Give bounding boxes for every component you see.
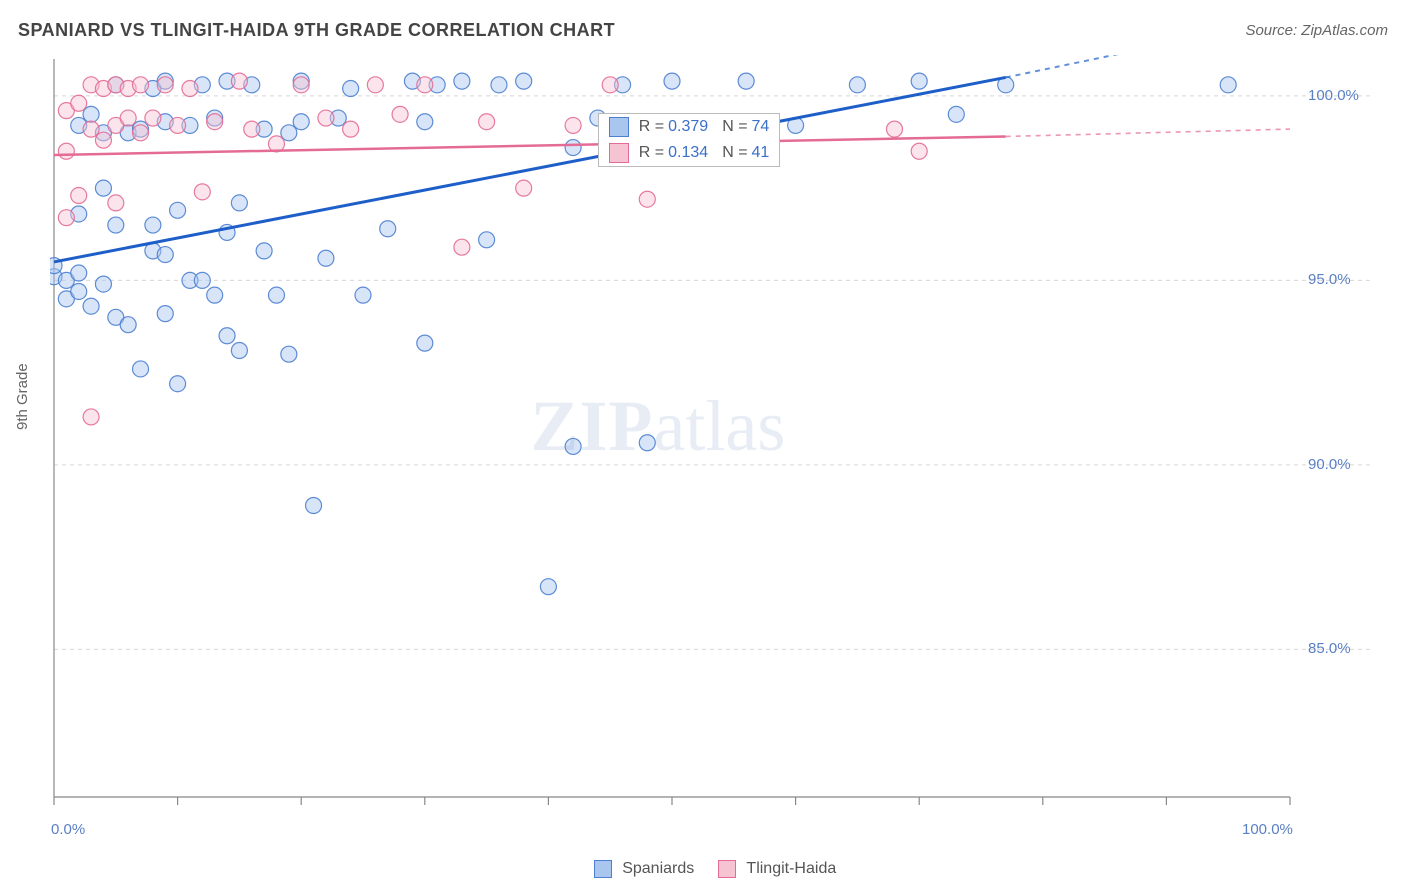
y-tick-label: 90.0% (1308, 456, 1351, 473)
series-legend: Spaniards Tlingit-Haida (0, 860, 1406, 878)
chart-svg (50, 55, 1370, 825)
r-value: 0.379 (668, 118, 708, 136)
chart-title: SPANIARD VS TLINGIT-HAIDA 9TH GRADE CORR… (18, 20, 615, 40)
legend-label: Tlingit-Haida (742, 860, 836, 877)
legend-row: R = 0.379N = 74 (599, 114, 780, 140)
y-tick-label: 100.0% (1308, 87, 1359, 104)
x-tick-label: 0.0% (51, 821, 85, 838)
n-value: 41 (752, 144, 770, 162)
legend-swatch (609, 117, 629, 137)
y-tick-label: 85.0% (1308, 640, 1351, 657)
correlation-legend: R = 0.379N = 74R = 0.134N = 41 (598, 113, 781, 167)
legend-swatch (718, 860, 736, 878)
y-axis-label: 9th Grade (14, 363, 31, 430)
plot-area: ZIPatlas R = 0.379N = 74R = 0.134N = 41 … (50, 55, 1370, 825)
legend-swatch (609, 143, 629, 163)
r-value: 0.134 (668, 144, 708, 162)
y-tick-label: 95.0% (1308, 271, 1351, 288)
legend-swatch (594, 860, 612, 878)
source-label: Source: ZipAtlas.com (1245, 22, 1388, 39)
legend-label: Spaniards (618, 860, 695, 877)
legend-row: R = 0.134N = 41 (599, 140, 780, 166)
n-value: 74 (752, 118, 770, 136)
x-tick-label: 100.0% (1242, 821, 1293, 838)
